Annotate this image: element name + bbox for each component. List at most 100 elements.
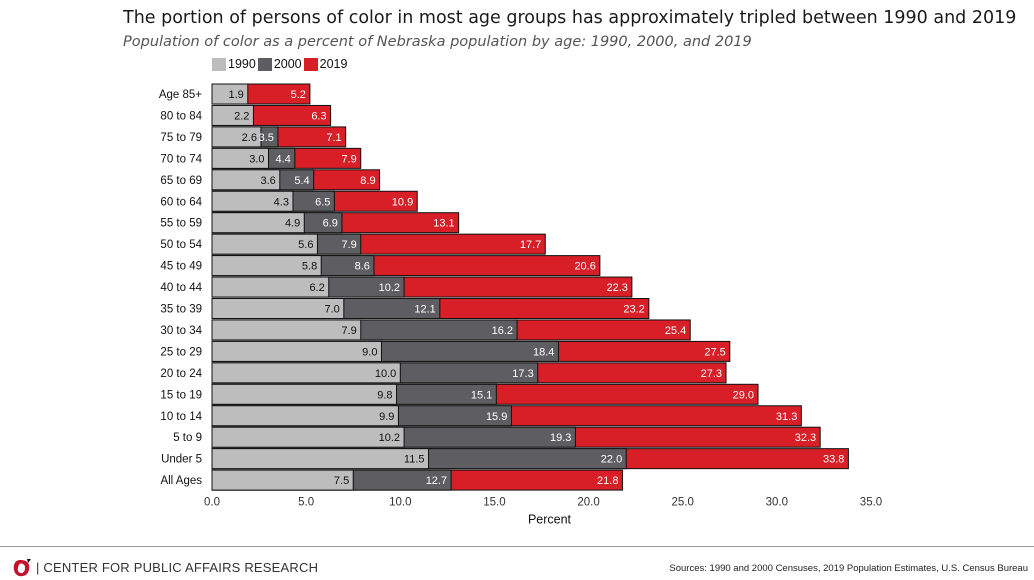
data-label-1990: 10.0 [375, 368, 396, 380]
data-label-2019: 7.9 [341, 153, 356, 165]
category-label: All Ages [160, 475, 202, 487]
bar-1990 [211, 448, 430, 470]
legend-item-1990: 1990 [212, 57, 256, 71]
data-label-2019: 20.6 [574, 261, 595, 273]
data-label-1990: 3.6 [260, 175, 275, 187]
category-label: Age 85+ [159, 89, 202, 101]
category-label: 75 to 79 [160, 132, 202, 144]
bar-1990 [211, 212, 305, 234]
legend-label-2000: 2000 [273, 57, 302, 71]
data-label-2000: 16.2 [492, 325, 513, 337]
data-label-2000: 6.9 [323, 218, 338, 230]
data-label-2019: 8.9 [360, 175, 375, 187]
data-label-1990: 3.0 [249, 153, 264, 165]
data-label-1990: 9.0 [362, 346, 377, 358]
footer-divider [0, 546, 1034, 547]
data-label-2019: 32.3 [795, 432, 816, 444]
x-tick-label: 20.0 [577, 497, 599, 509]
data-label-2000: 10.2 [379, 282, 400, 294]
legend-label-1990: 1990 [228, 57, 256, 71]
data-label-1990: 5.8 [302, 261, 317, 273]
data-label-2000: 6.5 [315, 196, 330, 208]
bar-1990 [211, 319, 362, 341]
legend-swatch-2019 [303, 57, 318, 71]
bar-1990 [211, 276, 330, 298]
bar-1990 [211, 190, 294, 212]
bar-1990 [211, 147, 269, 169]
data-label-1990: 7.9 [341, 325, 356, 337]
data-label-2019: 31.3 [776, 411, 797, 423]
legend-item-2019: 2019 [303, 57, 348, 71]
x-axis-title: Percent [528, 513, 572, 527]
category-label: 45 to 49 [160, 261, 202, 273]
bar-1990 [211, 426, 405, 448]
bar-1990 [211, 126, 262, 148]
data-label-2019: 7.1 [326, 132, 341, 144]
data-label-2019: 21.8 [597, 475, 618, 487]
data-label-2000: 12.1 [414, 304, 435, 316]
data-label-1990: 11.5 [404, 454, 425, 466]
x-tick-label: 0.0 [204, 497, 220, 509]
chart-title: The portion of persons of color in most … [123, 8, 1017, 28]
bar-1990 [211, 405, 399, 427]
data-label-2000: 12.7 [426, 475, 447, 487]
data-label-2019: 22.3 [606, 282, 627, 294]
category-label: 70 to 74 [160, 153, 202, 165]
data-label-1990: 7.5 [334, 475, 349, 487]
category-label: 20 to 24 [160, 368, 202, 380]
bar-1990 [211, 169, 281, 191]
x-tick-label: 25.0 [672, 497, 694, 509]
category-label: 35 to 39 [160, 304, 202, 316]
legend-item-2000: 2000 [257, 57, 302, 71]
bar-1990 [211, 104, 254, 126]
x-tick-label: 5.0 [298, 497, 314, 509]
data-label-1990: 7.0 [325, 304, 340, 316]
data-label-1990: 5.6 [298, 239, 313, 251]
data-label-2000: 5.4 [294, 175, 309, 187]
data-label-2019: 5.2 [291, 89, 306, 101]
data-label-2000: 8.6 [355, 261, 370, 273]
university-o-logo-icon [13, 559, 31, 577]
data-label-1990: 4.3 [274, 196, 289, 208]
data-label-1990: 10.2 [379, 432, 400, 444]
x-tick-label: 10.0 [389, 497, 411, 509]
category-label: 30 to 34 [160, 325, 202, 337]
x-tick-label: 15.0 [483, 497, 505, 509]
data-label-2019: 13.1 [433, 218, 454, 230]
category-label: 5 to 9 [173, 432, 202, 444]
chart-legend: 1990 2000 2019 [212, 57, 349, 71]
bar-1990 [211, 362, 401, 384]
data-label-2000: 18.4 [533, 346, 554, 358]
category-label: 50 to 54 [160, 239, 202, 251]
legend-label-2019: 2019 [319, 57, 348, 71]
data-label-1990: 1.9 [228, 89, 243, 101]
legend-swatch-2000 [257, 57, 272, 71]
category-label: 80 to 84 [160, 110, 202, 122]
data-label-2000: 22.0 [601, 454, 622, 466]
category-label: 25 to 29 [160, 346, 202, 358]
data-label-2000: 17.3 [512, 368, 533, 380]
data-label-1990: 9.9 [379, 411, 394, 423]
data-label-2000: 3.5 [259, 132, 274, 144]
data-label-1990: 6.2 [309, 282, 324, 294]
bar-chart: Age 85+ 5.2 1.9 80 to 84 6.3 2.2 75 to 79 7.1 3.… [159, 83, 882, 527]
x-tick-label: 30.0 [766, 497, 788, 509]
data-label-2019: 25.4 [665, 325, 686, 337]
bar-1990 [211, 83, 249, 105]
data-label-2019: 23.2 [623, 304, 644, 316]
bar-1990 [211, 233, 318, 255]
data-label-2019: 6.3 [311, 110, 326, 122]
data-label-2019: 33.8 [823, 454, 844, 466]
data-label-2000: 15.1 [471, 389, 492, 401]
category-label: 60 to 64 [160, 196, 202, 208]
bar-1990 [211, 469, 354, 491]
category-label: 40 to 44 [160, 282, 202, 294]
bar-1990 [211, 255, 322, 277]
data-label-2000: 7.9 [341, 239, 356, 251]
data-label-2019: 27.3 [701, 368, 722, 380]
data-label-1990: 4.9 [285, 218, 300, 230]
legend-swatch-1990 [212, 57, 226, 71]
bar-1990 [211, 383, 398, 405]
data-label-2000: 15.9 [486, 411, 507, 423]
data-label-1990: 2.2 [234, 110, 249, 122]
